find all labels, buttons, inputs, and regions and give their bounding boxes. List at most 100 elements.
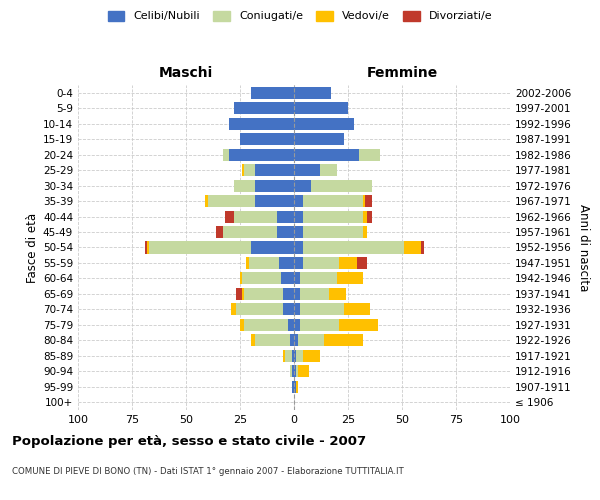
Bar [290, 366, 292, 378]
Bar [292, 350, 294, 362]
Bar [286, 350, 292, 362]
Bar [149, 242, 251, 254]
Bar [301, 288, 329, 300]
Bar [296, 350, 302, 362]
Bar [294, 118, 355, 130]
Bar [294, 334, 298, 346]
Bar [236, 288, 242, 300]
Bar [302, 195, 363, 207]
Bar [294, 319, 301, 331]
Bar [251, 334, 255, 346]
Bar [255, 195, 294, 207]
Bar [294, 226, 302, 238]
Bar [145, 242, 147, 254]
Bar [294, 180, 311, 192]
Bar [329, 288, 346, 300]
Bar [216, 226, 223, 238]
Bar [247, 257, 248, 269]
Bar [302, 242, 404, 254]
Bar [242, 164, 244, 176]
Bar [229, 148, 294, 160]
Bar [301, 319, 340, 331]
Bar [277, 226, 294, 238]
Bar [283, 288, 294, 300]
Y-axis label: Fasce di età: Fasce di età [26, 212, 39, 282]
Text: COMUNE DI PIEVE DI BONO (TN) - Dati ISTAT 1° gennaio 2007 - Elaborazione TUTTITA: COMUNE DI PIEVE DI BONO (TN) - Dati ISTA… [12, 468, 404, 476]
Bar [363, 195, 365, 207]
Bar [294, 210, 302, 222]
Bar [344, 304, 370, 316]
Bar [240, 133, 294, 145]
Text: Popolazione per età, sesso e stato civile - 2007: Popolazione per età, sesso e stato civil… [12, 435, 366, 448]
Bar [240, 272, 242, 284]
Bar [363, 210, 367, 222]
Bar [301, 272, 337, 284]
Bar [320, 164, 337, 176]
Bar [292, 381, 294, 393]
Bar [251, 86, 294, 99]
Bar [229, 118, 294, 130]
Bar [255, 180, 294, 192]
Bar [298, 366, 309, 378]
Bar [287, 319, 294, 331]
Bar [147, 242, 149, 254]
Bar [294, 366, 296, 378]
Bar [294, 148, 359, 160]
Bar [255, 334, 290, 346]
Bar [294, 102, 348, 114]
Bar [296, 381, 298, 393]
Bar [223, 148, 229, 160]
Bar [356, 257, 367, 269]
Bar [365, 195, 372, 207]
Bar [233, 180, 255, 192]
Bar [242, 288, 244, 300]
Text: Femmine: Femmine [367, 66, 437, 80]
Bar [242, 272, 281, 284]
Bar [340, 319, 378, 331]
Bar [232, 304, 236, 316]
Bar [311, 180, 372, 192]
Bar [283, 350, 286, 362]
Bar [225, 210, 233, 222]
Bar [302, 350, 320, 362]
Bar [294, 242, 302, 254]
Bar [251, 242, 294, 254]
Bar [294, 288, 301, 300]
Bar [298, 334, 324, 346]
Bar [233, 102, 294, 114]
Bar [294, 272, 301, 284]
Bar [255, 164, 294, 176]
Bar [294, 195, 302, 207]
Bar [248, 257, 279, 269]
Bar [302, 210, 363, 222]
Bar [294, 381, 296, 393]
Legend: Celibi/Nubili, Coniugati/e, Vedovi/e, Divorziati/e: Celibi/Nubili, Coniugati/e, Vedovi/e, Di… [108, 10, 492, 22]
Bar [294, 350, 296, 362]
Bar [244, 164, 255, 176]
Bar [244, 288, 283, 300]
Bar [294, 86, 331, 99]
Bar [244, 319, 287, 331]
Bar [337, 272, 363, 284]
Bar [294, 164, 320, 176]
Y-axis label: Anni di nascita: Anni di nascita [577, 204, 590, 291]
Bar [294, 257, 302, 269]
Bar [223, 226, 277, 238]
Bar [363, 226, 367, 238]
Bar [279, 257, 294, 269]
Bar [205, 195, 208, 207]
Bar [296, 366, 298, 378]
Bar [359, 148, 380, 160]
Bar [302, 226, 363, 238]
Bar [404, 242, 421, 254]
Bar [208, 195, 255, 207]
Bar [290, 334, 294, 346]
Bar [292, 366, 294, 378]
Bar [421, 242, 424, 254]
Bar [294, 133, 344, 145]
Bar [302, 257, 340, 269]
Bar [240, 319, 244, 331]
Bar [340, 257, 356, 269]
Bar [233, 210, 277, 222]
Bar [283, 304, 294, 316]
